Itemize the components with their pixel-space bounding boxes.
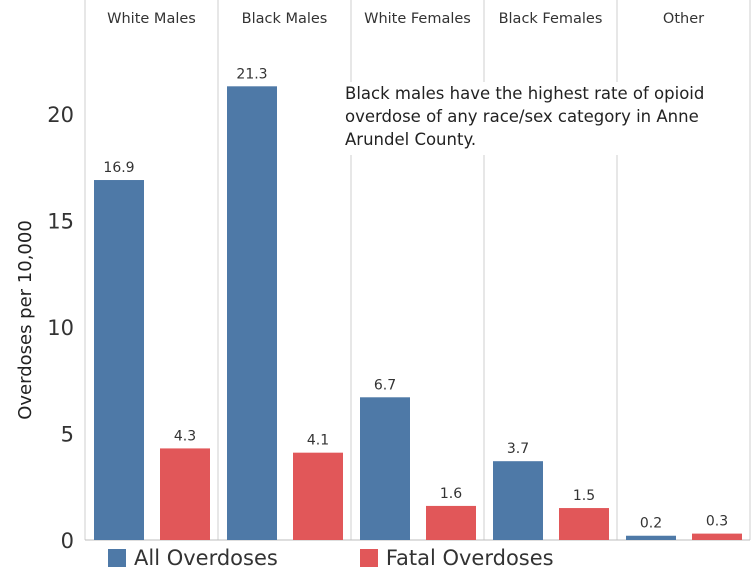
- bar-fatal: [160, 448, 210, 540]
- legend-item-all-overdoses[interactable]: All Overdoses: [108, 546, 278, 570]
- bar-all: [227, 86, 277, 540]
- bar-all: [94, 180, 144, 540]
- data-label: 21.3: [236, 66, 267, 82]
- legend-label-all-overdoses: All Overdoses: [134, 546, 278, 570]
- y-tick-label: 20: [47, 103, 74, 127]
- bar-fatal: [692, 533, 742, 540]
- data-label: 1.5: [573, 488, 595, 504]
- bar-all: [493, 461, 543, 540]
- data-label: 16.9: [103, 160, 134, 176]
- data-label: 4.1: [307, 433, 329, 449]
- legend-swatch-all-overdoses: [108, 549, 126, 567]
- chart-annotation: Black males have the highest rate of opi…: [345, 82, 737, 155]
- panel-header: White Males: [107, 11, 196, 27]
- bar-fatal: [559, 508, 609, 540]
- data-label: 0.2: [640, 516, 662, 532]
- data-label: 3.7: [507, 441, 529, 457]
- panel-header: White Females: [364, 11, 471, 27]
- bar-fatal: [293, 452, 343, 540]
- bar-all: [360, 397, 410, 540]
- legend-swatch-fatal-overdoses: [359, 549, 378, 567]
- bar-fatal: [426, 505, 476, 540]
- legend-label-fatal-overdoses: Fatal Overdoses: [385, 546, 554, 570]
- data-label: 6.7: [374, 377, 396, 393]
- data-label: 0.3: [706, 514, 728, 530]
- data-label: 1.6: [440, 486, 462, 502]
- panel-header: Other: [663, 11, 704, 27]
- panel-header: Black Males: [242, 11, 328, 27]
- y-axis-label: Overdoses per 10,000: [15, 220, 36, 420]
- y-tick-label: 0: [61, 529, 74, 553]
- y-tick-label: 10: [47, 316, 74, 340]
- legend-item-fatal-overdoses[interactable]: Fatal Overdoses: [359, 546, 554, 570]
- data-label: 4.3: [174, 428, 196, 444]
- y-tick-label: 15: [47, 210, 74, 234]
- y-tick-label: 5: [61, 423, 74, 447]
- bar-all: [626, 535, 676, 540]
- panel-header: Black Females: [499, 11, 603, 27]
- legend: All Overdoses Fatal Overdoses: [108, 544, 636, 572]
